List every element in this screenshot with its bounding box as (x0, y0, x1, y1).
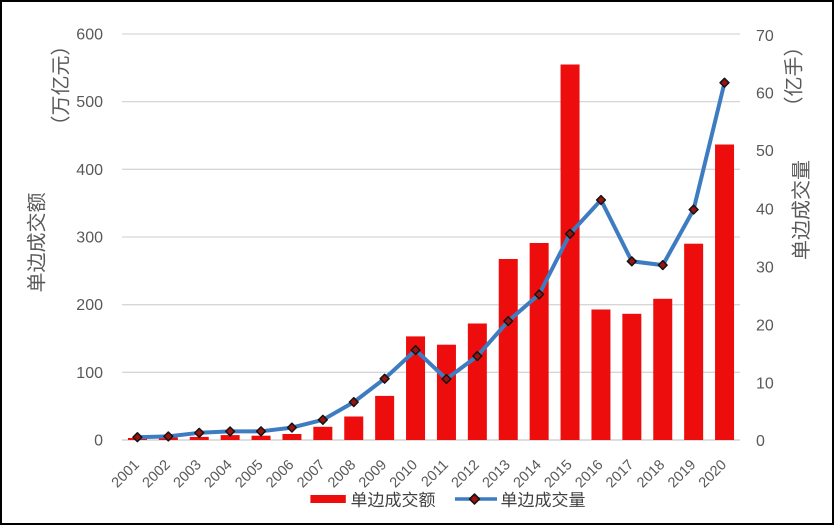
svg-text:70: 70 (756, 28, 774, 45)
svg-text:30: 30 (756, 259, 774, 276)
svg-text:10: 10 (756, 375, 774, 392)
svg-text:200: 200 (76, 297, 103, 314)
svg-text:50: 50 (756, 143, 774, 160)
svg-text:0: 0 (94, 433, 103, 450)
svg-text:0: 0 (756, 433, 765, 450)
svg-text:40: 40 (756, 202, 774, 219)
svg-text:60: 60 (756, 86, 774, 103)
svg-text:300: 300 (76, 230, 103, 247)
svg-text:500: 500 (76, 94, 103, 111)
svg-text:20: 20 (756, 317, 774, 334)
svg-text:400: 400 (76, 162, 103, 179)
svg-text:100: 100 (76, 365, 103, 382)
svg-text:600: 600 (76, 27, 103, 44)
